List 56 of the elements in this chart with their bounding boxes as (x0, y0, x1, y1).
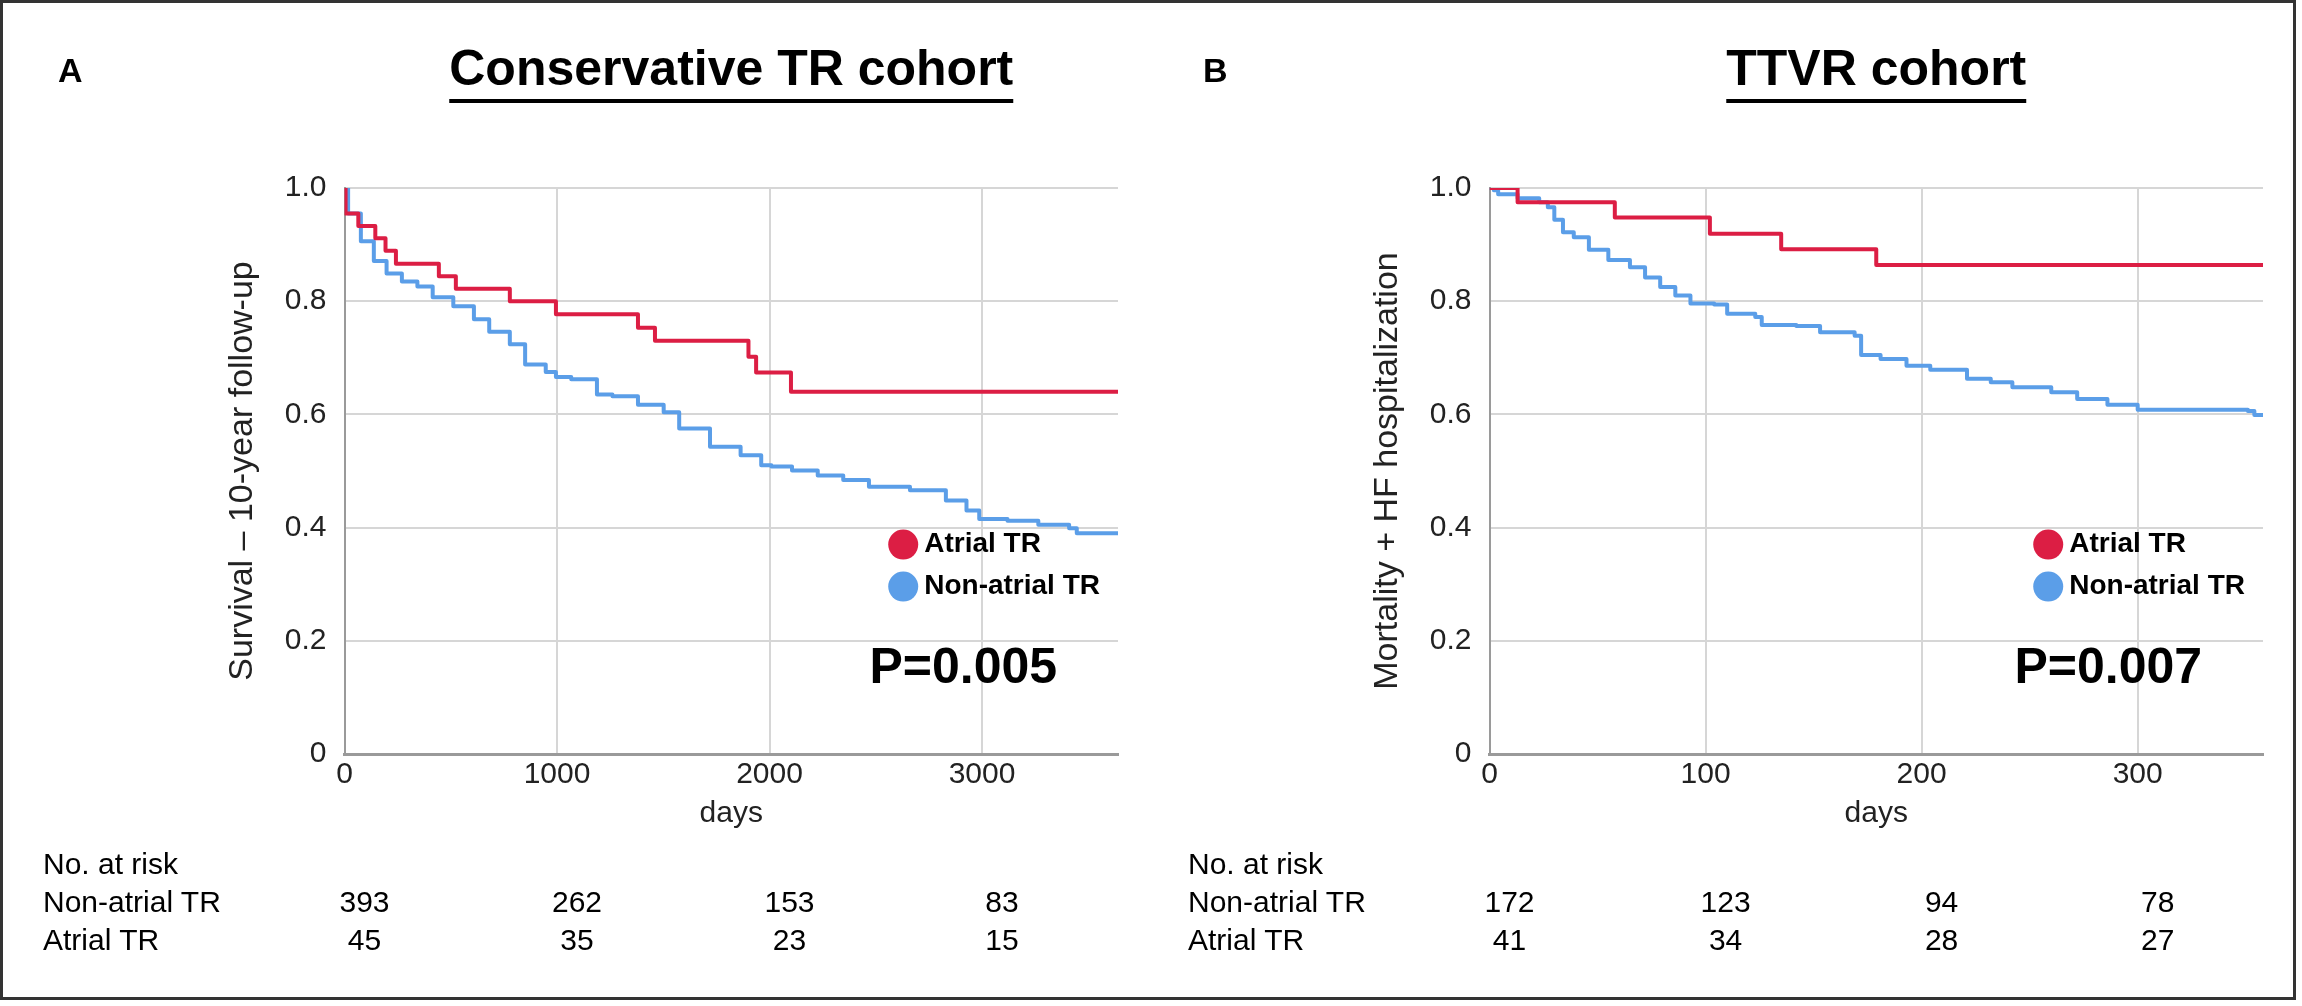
text: 393 (339, 885, 390, 919)
x-axis-title: days (1844, 795, 1908, 829)
text: 153 (764, 885, 815, 919)
text: 78 (2141, 885, 2175, 919)
annotation: P=0.005 (869, 637, 1058, 694)
text: 28 (1924, 923, 1959, 957)
x-tick-label: 2000 (736, 756, 803, 790)
chart-title: TTVR cohort (1726, 39, 2027, 96)
text: 94 (1924, 885, 1959, 919)
text: 41 (1492, 923, 1527, 957)
x-tick-label: 300 (2112, 756, 2163, 790)
y-tick-label: 0.4 (284, 508, 327, 542)
x-tick-label: 0 (336, 756, 353, 790)
y-tick-label: 1.0 (284, 169, 327, 203)
y-tick-label: 1.0 (1429, 169, 1472, 203)
y-tick-label: 0 (1454, 735, 1472, 769)
text: 172 (1484, 885, 1535, 919)
text: 123 (1700, 885, 1751, 919)
text: B (1203, 51, 1228, 90)
text: Non-atrial TR (43, 885, 221, 919)
legend-label: Non-atrial TR (2069, 569, 2245, 601)
text: 35 (560, 923, 594, 957)
text: 27 (2141, 923, 2175, 957)
x-tick-label: 3000 (948, 756, 1016, 790)
x-tick-label: 200 (1896, 756, 1947, 790)
chart-title: Conservative TR cohort (449, 39, 1014, 96)
text: 34 (1708, 923, 1743, 957)
y-tick-label: 0 (309, 735, 327, 769)
text: 15 (985, 923, 1019, 957)
text: Atrial TR (1188, 923, 1305, 957)
y-tick-label: 0.8 (1429, 282, 1472, 316)
text: 83 (985, 885, 1019, 919)
text: 45 (347, 923, 382, 957)
text: A (58, 51, 83, 90)
text: 262 (551, 885, 603, 919)
y-tick-label: 0.2 (284, 622, 327, 656)
legend-label: Atrial TR (924, 527, 1041, 559)
y-axis-title: Survival – 10-year follow-up (220, 261, 259, 681)
text: 23 (772, 923, 807, 957)
y-tick-label: 0.8 (284, 282, 327, 316)
y-tick-label: 0.4 (1429, 508, 1472, 542)
y-tick-label: 0.6 (1429, 395, 1472, 429)
x-tick-label: 100 (1680, 756, 1731, 790)
y-tick-label: 0.6 (284, 395, 327, 429)
legend-label: Non-atrial TR (924, 569, 1100, 601)
y-axis-title: Mortality + HF hospitalization (1365, 252, 1404, 690)
y-tick-label: 0.2 (1429, 622, 1472, 656)
x-tick-label: 1000 (523, 756, 591, 790)
text: Atrial TR (43, 923, 160, 957)
text: No. at risk (1188, 847, 1325, 881)
x-tick-label: 0 (1481, 756, 1498, 790)
text: No. at risk (43, 847, 180, 881)
annotation: P=0.007 (2014, 637, 2203, 694)
legend-label: Atrial TR (2069, 527, 2186, 559)
text: Non-atrial TR (1188, 885, 1366, 919)
x-axis-title: days (699, 795, 763, 829)
